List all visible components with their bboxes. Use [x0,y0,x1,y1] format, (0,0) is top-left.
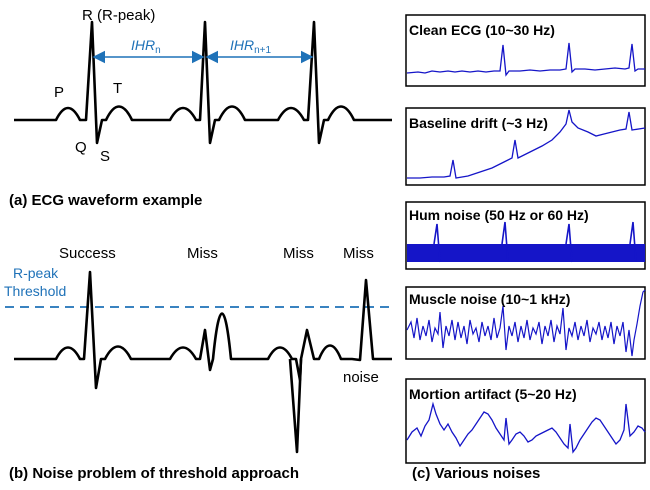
hum-noise-spikes [433,221,637,263]
clean-ecg-trace [406,42,645,77]
panel-a-caption: (a) ECG waveform example [9,192,202,209]
result-label-success: Success [59,245,116,262]
motion-artifact-trace [406,401,646,454]
noise-box-hum: Hum noise (50 Hz or 60 Hz) [405,201,646,270]
noise-box-motion: Mortion artifact (5~20 Hz) [405,378,646,464]
noise-box-muscle: Muscle noise (10~1 kHz) [405,286,646,360]
hum-noise-band [407,244,645,262]
threshold-label-line2: Threshold [4,283,66,299]
result-label-miss-2: Miss [283,245,314,262]
noise-box-baseline-drift: Baseline drift (~3 Hz) [405,107,646,186]
noise-box-title-muscle: Muscle noise (10~1 kHz) [409,291,570,307]
ecg-waveform-a [14,20,392,145]
noise-box-clean-ecg: Clean ECG (10~30 Hz) [405,14,646,87]
noise-box-title-motion: Mortion artifact (5~20 Hz) [409,386,577,402]
big-negative-spike [288,358,303,454]
panel-b: Success Miss Miss Miss R-peak Threshold … [4,245,393,482]
panel-b-caption: (b) Noise problem of threshold approach [9,465,299,482]
ihr-n-label: IHRn [131,37,161,56]
r-peak-label: R (R-peak) [82,7,155,24]
baseline-drift-trace [407,109,646,179]
s-wave-label: S [100,148,110,165]
result-label-miss-1: Miss [187,245,218,262]
panel-c: Clean ECG (10~30 Hz) Baseline drift (~3 … [405,14,646,482]
result-label-miss-3: Miss [343,245,374,262]
noise-box-title-drift: Baseline drift (~3 Hz) [409,115,548,131]
noise-label: noise [343,369,379,386]
t-wave-label: T [113,80,122,97]
p-wave-label: P [54,84,64,101]
noise-box-title-hum: Hum noise (50 Hz or 60 Hz) [409,207,589,223]
q-wave-label: Q [75,139,87,156]
threshold-label-line1: R-peak [13,265,59,281]
panel-c-caption: (c) Various noises [412,465,540,482]
ihr-n1-label: IHRn+1 [230,37,272,56]
noise-box-title-clean: Clean ECG (10~30 Hz) [409,22,555,38]
panel-a: R (R-peak) P T Q S IHRn IHRn+1 (a) ECG w… [9,7,392,209]
ecg-waveform-b [14,270,392,390]
muscle-noise-trace [406,289,646,357]
